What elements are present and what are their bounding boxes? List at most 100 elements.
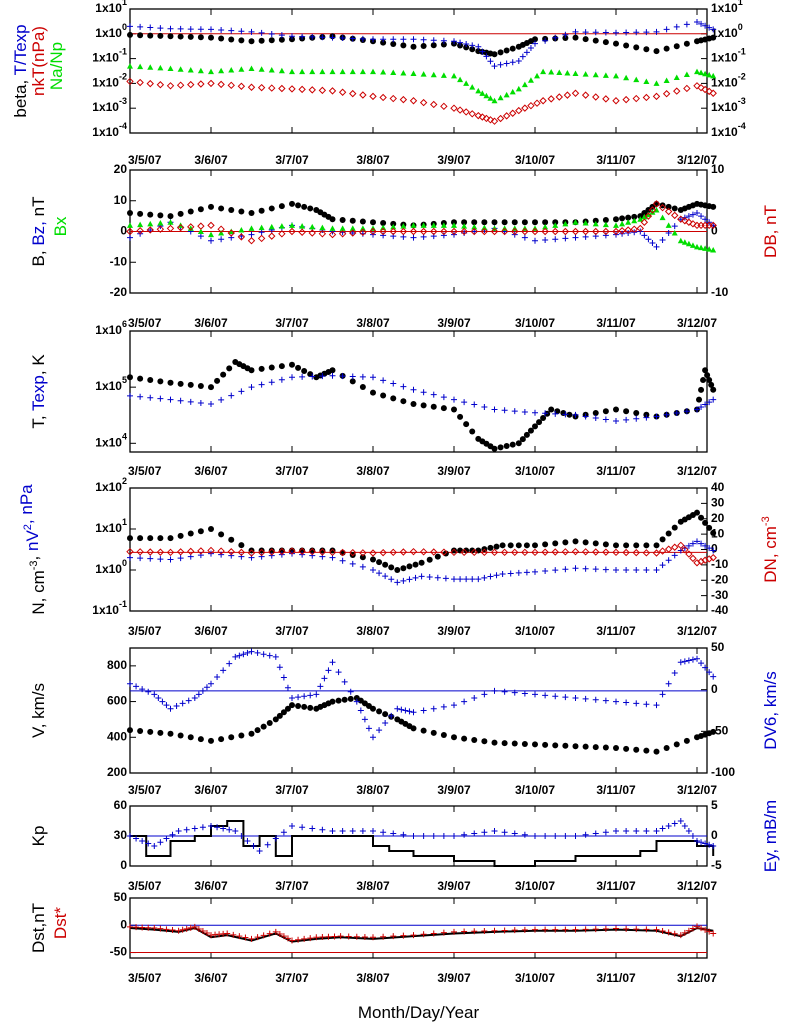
data-point: [541, 227, 549, 236]
date-tick-label: 3/11/07: [596, 464, 636, 478]
data-point: [632, 94, 640, 103]
data-point: [380, 392, 387, 399]
data-point: [613, 828, 619, 834]
data-point: [702, 840, 709, 847]
data-point: [197, 399, 204, 406]
data-point: [228, 536, 235, 543]
date-tick-label: 3/11/07: [596, 783, 636, 797]
data-point: [430, 100, 438, 109]
data-point: [704, 372, 711, 379]
date-tick-label: 3/5/07: [128, 153, 162, 167]
data-point: [706, 524, 713, 531]
data-point: [260, 651, 267, 658]
data-point: [486, 116, 495, 124]
data-point: [260, 932, 267, 939]
data-point: [278, 547, 286, 556]
y-tick-label: 800: [107, 658, 127, 672]
y-axis-label-part: 2: [22, 524, 34, 530]
panel-p4: 3/5/07 3/6/07 3/7/07 3/8/07 3/9/07 3/10/07 3/1…: [92, 476, 728, 638]
data-point: [370, 705, 376, 712]
data-point: [420, 833, 427, 839]
data-point: [349, 217, 356, 224]
data-point: [511, 927, 518, 934]
data-point: [214, 377, 221, 384]
panel-frame: [129, 330, 708, 453]
svg-text:B, Bz, nT: B, Bz, nT: [29, 197, 48, 267]
data-point: [694, 538, 700, 545]
data-point: [419, 548, 428, 556]
data-point: [643, 747, 650, 754]
data-point: [479, 48, 486, 55]
data-point: [653, 926, 660, 933]
data-point: [683, 21, 690, 28]
data-point: [481, 404, 488, 411]
data-point: [390, 41, 397, 48]
data-point: [400, 565, 407, 572]
data-point: [457, 413, 464, 420]
data-point: [266, 930, 273, 937]
data-point: [572, 219, 579, 225]
data-point: [523, 542, 530, 549]
data-point: [139, 924, 146, 931]
y-tick-label: 1x102: [95, 476, 127, 494]
panel-p1: 3/5/07 3/6/07 3/7/07 3/8/07 3/9/07 3/10/07 3/1…: [92, 0, 745, 167]
series-2: [127, 63, 717, 104]
data-point: [633, 410, 640, 417]
data-point: [349, 560, 356, 567]
date-tick-label: 3/7/07: [275, 971, 309, 985]
data-point: [289, 374, 295, 381]
data-point: [698, 244, 705, 251]
data-point: [602, 566, 609, 573]
y-right-tick-label: 30: [711, 496, 725, 510]
data-point: [208, 203, 214, 210]
data-point: [426, 574, 433, 581]
date-tick-label: 3/12/07: [677, 316, 717, 330]
data-point: [329, 216, 336, 223]
data-point: [613, 29, 619, 36]
data-point: [581, 548, 590, 556]
data-point: [671, 670, 678, 676]
data-point: [280, 829, 287, 836]
data-point: [137, 221, 144, 228]
data-point: [515, 58, 522, 65]
data-point: [653, 243, 660, 250]
data-point: [542, 692, 549, 699]
data-point: [633, 542, 640, 549]
data-point: [500, 548, 509, 557]
data-point: [288, 227, 296, 236]
data-point: [463, 547, 470, 554]
data-point: [238, 553, 245, 560]
data-point: [137, 23, 144, 30]
data-point: [631, 217, 638, 224]
data-point: [388, 712, 395, 719]
data-point: [572, 565, 579, 572]
data-point: [203, 930, 210, 937]
data-point: [469, 428, 476, 435]
data-point: [301, 368, 308, 375]
data-point: [701, 85, 709, 94]
svg-text:V, km/s: V, km/s: [29, 683, 48, 738]
data-point: [685, 657, 692, 664]
data-point: [389, 94, 397, 103]
data-point: [491, 445, 498, 452]
data-point: [398, 706, 405, 713]
series-2: [126, 541, 717, 567]
data-point: [137, 32, 144, 39]
date-tick-label: 3/10/07: [515, 971, 555, 985]
data-point: [309, 825, 316, 832]
data-point: [191, 825, 198, 832]
series-0: [127, 31, 717, 58]
data-point: [137, 728, 144, 735]
data-point: [556, 69, 563, 76]
data-point: [623, 699, 630, 706]
data-point: [625, 214, 632, 221]
data-point: [220, 667, 227, 674]
data-point: [278, 363, 285, 370]
data-point: [664, 545, 673, 553]
data-point: [592, 540, 599, 547]
data-point: [258, 365, 265, 372]
data-point: [618, 227, 626, 235]
data-point: [659, 214, 666, 221]
data-point: [280, 933, 287, 940]
data-point: [167, 730, 174, 737]
